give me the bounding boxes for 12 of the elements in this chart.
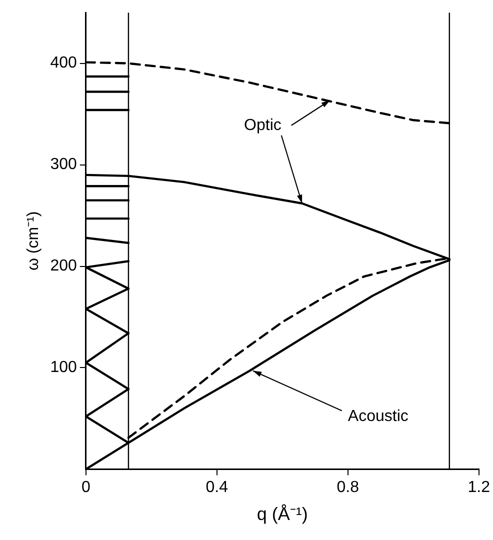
x-tick-label: 0.8 bbox=[336, 479, 360, 496]
annotation: Acoustic bbox=[348, 408, 408, 426]
y-tick-label: 100 bbox=[50, 359, 77, 376]
annotation: Optic bbox=[244, 116, 282, 134]
y-tick-label: 400 bbox=[50, 54, 77, 72]
x-tick-label: 0 bbox=[81, 479, 90, 496]
y-axis-title: ω (cm⁻¹) bbox=[25, 211, 42, 271]
x-tick-label: 1.2 bbox=[468, 479, 490, 496]
y-tick-label: 300 bbox=[50, 156, 77, 174]
x-axis-title: q (Å⁻¹) bbox=[256, 504, 308, 524]
x-tick-label: 0.4 bbox=[206, 479, 228, 496]
y-tick-label: 200 bbox=[50, 258, 77, 275]
